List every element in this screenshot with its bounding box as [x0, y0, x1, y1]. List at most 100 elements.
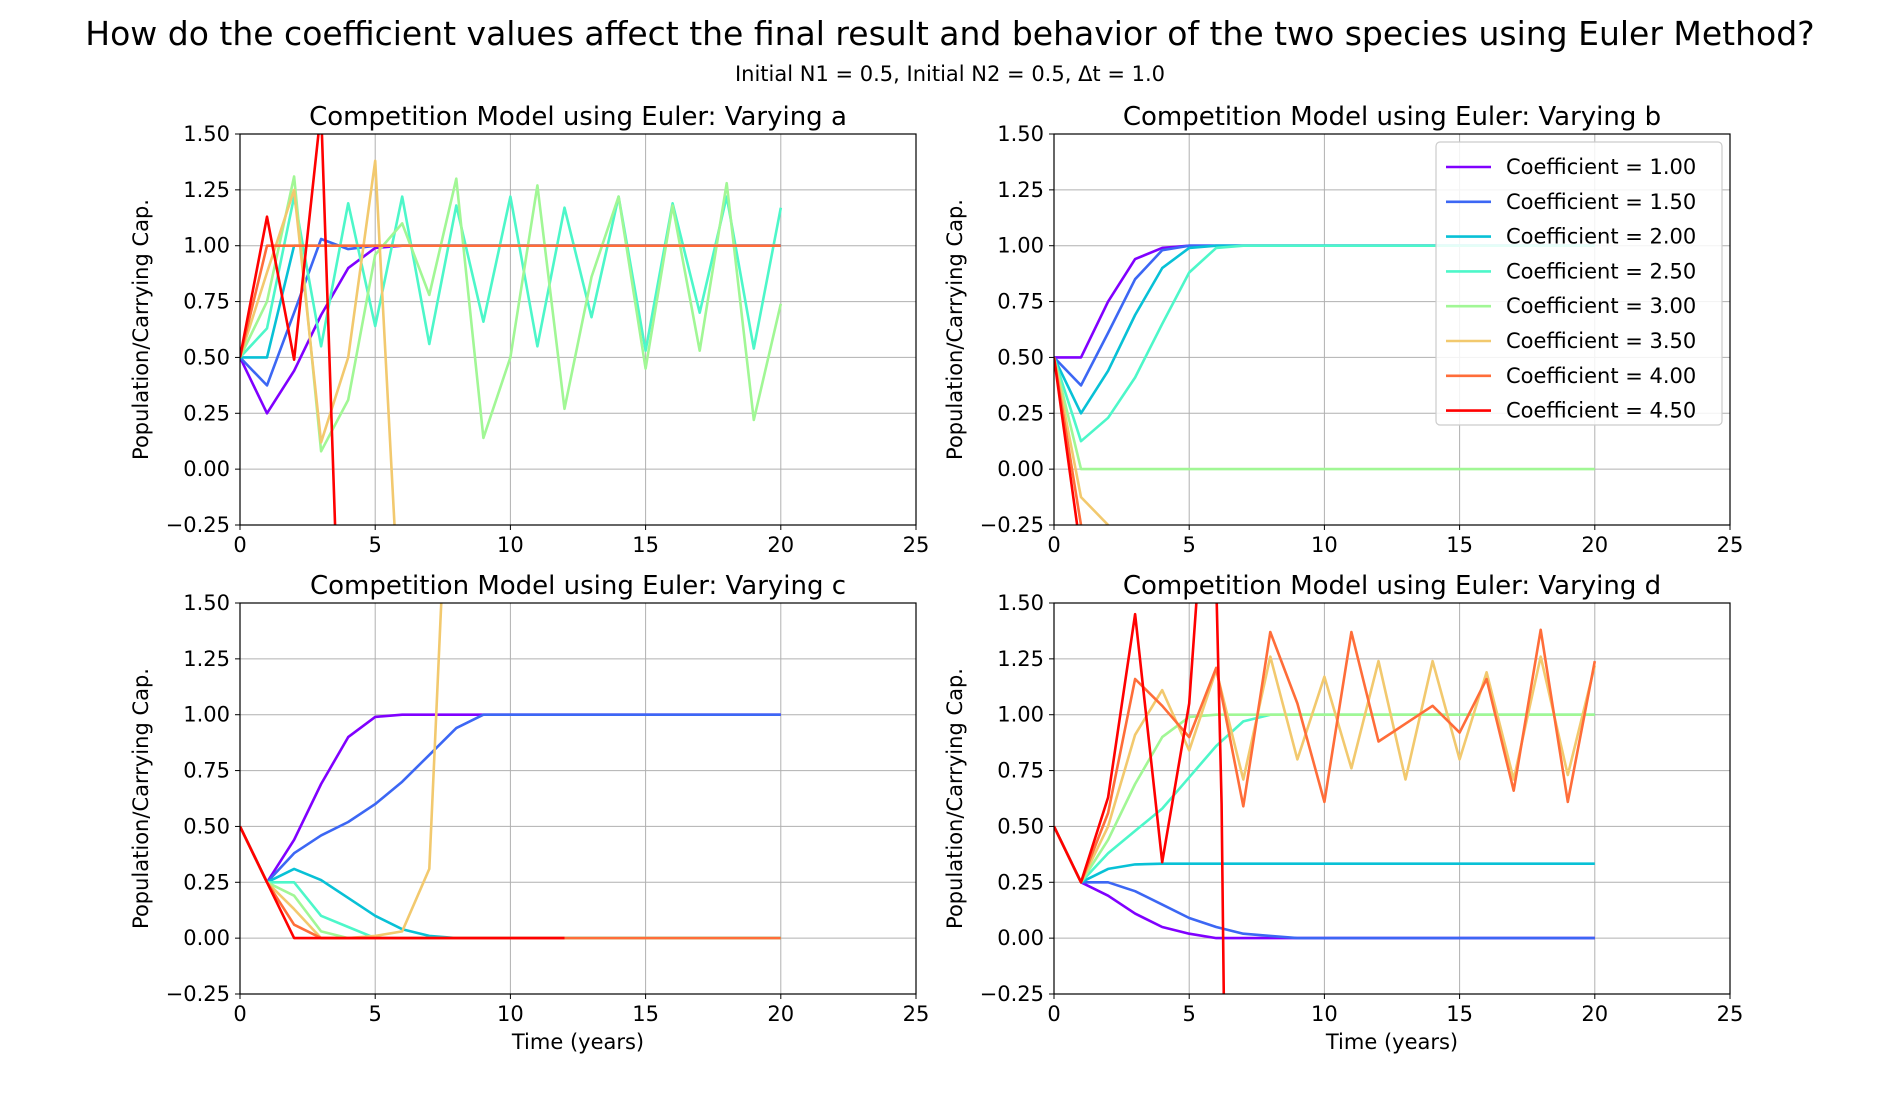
- series-line-8: [240, 134, 337, 525]
- y-tick-label: 0.25: [183, 401, 230, 425]
- y-tick-label: 0.25: [997, 870, 1044, 894]
- subplot-1: 0 5 10 15 20 25 −0.25 0.00 0.25 0.50 0.75 1.00 1.25 1…: [129, 102, 930, 557]
- y-tick-label: 0.00: [997, 926, 1044, 950]
- y-tick-label: 1.50: [183, 591, 230, 615]
- x-tick-label: 20: [767, 1002, 794, 1026]
- legend-label: Coefficient = 1.50: [1506, 190, 1696, 214]
- x-tick-label: 10: [1311, 1002, 1338, 1026]
- y-tick-label: −0.25: [166, 982, 230, 1006]
- y-tick-label: 0.75: [183, 759, 230, 783]
- plot-frame: [1053, 133, 1731, 526]
- subplot-3: 0 5 10 15 20 25 −0.25 0.00 0.25 0.50 0.75 1.00 1.25 1…: [129, 571, 930, 1054]
- x-axis-label: Time (years): [1325, 1030, 1458, 1054]
- legend-label: Coefficient = 3.50: [1506, 329, 1696, 353]
- x-tick-label: 0: [233, 1002, 246, 1026]
- x-tick-label: 0: [233, 533, 246, 557]
- legend-label: Coefficient = 4.50: [1506, 399, 1696, 423]
- y-axis-label: Population/Carrying Cap.: [129, 668, 153, 929]
- y-tick-label: 1.50: [997, 122, 1044, 146]
- y-tick-label: 1.00: [997, 703, 1044, 727]
- x-tick-label: 15: [632, 533, 659, 557]
- y-tick-label: 0.75: [183, 290, 230, 314]
- y-tick-label: 1.50: [183, 122, 230, 146]
- subplot-title: Competition Model using Euler: Varying c: [310, 571, 846, 601]
- y-tick-label: 0.25: [997, 401, 1044, 425]
- x-tick-label: 0: [1047, 1002, 1060, 1026]
- series-line-2: [1054, 825, 1595, 940]
- legend-label: Coefficient = 4.00: [1506, 364, 1696, 388]
- x-tick-label: 10: [497, 533, 524, 557]
- y-tick-label: 0.25: [183, 870, 230, 894]
- x-tick-label: 0: [1047, 533, 1060, 557]
- y-tick-label: 1.25: [997, 178, 1044, 202]
- x-tick-label: 20: [1581, 533, 1608, 557]
- figure-title: How do the coefficient values affect the…: [85, 14, 1815, 53]
- subplot-4: 0 5 10 15 20 25 −0.25 0.00 0.25 0.50 0.75 1.00 1.25 1…: [943, 571, 1744, 1054]
- series-line-8: [240, 825, 565, 940]
- plot-frame: [239, 133, 917, 526]
- figure-subtitle: Initial N1 = 0.5, Initial N2 = 0.5, Δt =…: [734, 62, 1166, 86]
- legend-label: Coefficient = 1.00: [1506, 155, 1696, 179]
- y-tick-label: 0.50: [997, 814, 1044, 838]
- series-line-6: [1054, 357, 1110, 525]
- y-tick-label: 1.00: [183, 703, 230, 727]
- x-tick-label: 5: [369, 533, 382, 557]
- y-tick-label: 0.50: [183, 814, 230, 838]
- y-axis-label: Population/Carrying Cap.: [129, 199, 153, 460]
- y-tick-label: −0.25: [980, 982, 1044, 1006]
- y-tick-label: 0.75: [997, 759, 1044, 783]
- x-tick-label: 25: [903, 533, 930, 557]
- series-line-5: [1054, 713, 1595, 884]
- y-tick-label: 1.00: [997, 234, 1044, 258]
- x-tick-label: 10: [497, 1002, 524, 1026]
- y-tick-label: 1.25: [183, 178, 230, 202]
- y-tick-label: −0.25: [980, 513, 1044, 537]
- x-tick-label: 10: [1311, 533, 1338, 557]
- y-tick-label: 1.25: [183, 647, 230, 671]
- subplot-title: Competition Model using Euler: Varying b: [1123, 102, 1661, 132]
- y-tick-label: 0.00: [183, 926, 230, 950]
- legend-label: Coefficient = 3.00: [1506, 294, 1696, 318]
- legend-label: Coefficient = 2.50: [1506, 259, 1696, 283]
- x-tick-label: 5: [1183, 1002, 1196, 1026]
- y-axis-label: Population/Carrying Cap.: [943, 199, 967, 460]
- plot-frame: [1053, 602, 1731, 995]
- legend-label: Coefficient = 2.00: [1506, 225, 1696, 249]
- series-line-5: [1054, 357, 1595, 471]
- y-axis-label: Population/Carrying Cap.: [943, 668, 967, 929]
- series-line-4: [240, 195, 783, 359]
- x-tick-label: 25: [1717, 533, 1744, 557]
- x-axis-label: Time (years): [511, 1030, 644, 1054]
- y-tick-label: 0.00: [997, 457, 1044, 481]
- series-line-6: [240, 159, 396, 525]
- plot-frame: [239, 602, 917, 995]
- y-tick-label: 0.75: [997, 290, 1044, 314]
- x-tick-label: 25: [1717, 1002, 1744, 1026]
- legend: Coefficient = 1.00 Coefficient = 1.50 Coef…: [1435, 141, 1723, 426]
- y-tick-label: 1.50: [997, 591, 1044, 615]
- x-tick-label: 20: [767, 533, 794, 557]
- subplot-2: 0 5 10 15 20 25 −0.25 0.00 0.25 0.50 0.75 1.00 1.25 1…: [943, 102, 1743, 557]
- y-tick-label: 1.00: [183, 234, 230, 258]
- x-tick-label: 15: [1446, 533, 1473, 557]
- x-tick-label: 20: [1581, 1002, 1608, 1026]
- series-line-5: [240, 175, 783, 453]
- series-line-6: [1054, 655, 1597, 884]
- series-line-7: [240, 244, 781, 358]
- legend-box: [1435, 141, 1723, 426]
- x-tick-label: 25: [903, 1002, 930, 1026]
- y-tick-label: −0.25: [166, 513, 230, 537]
- x-tick-label: 15: [1446, 1002, 1473, 1026]
- y-tick-label: 0.00: [183, 457, 230, 481]
- series-line-8: [1054, 603, 1226, 994]
- series-line-3: [1054, 825, 1595, 884]
- subplot-title: Competition Model using Euler: Varying d: [1123, 571, 1661, 601]
- y-tick-label: 1.25: [997, 647, 1044, 671]
- y-tick-label: 0.50: [997, 345, 1044, 369]
- x-tick-label: 5: [1183, 533, 1196, 557]
- y-tick-label: 0.50: [183, 345, 230, 369]
- subplot-title: Competition Model using Euler: Varying a: [309, 102, 847, 132]
- x-tick-label: 5: [369, 1002, 382, 1026]
